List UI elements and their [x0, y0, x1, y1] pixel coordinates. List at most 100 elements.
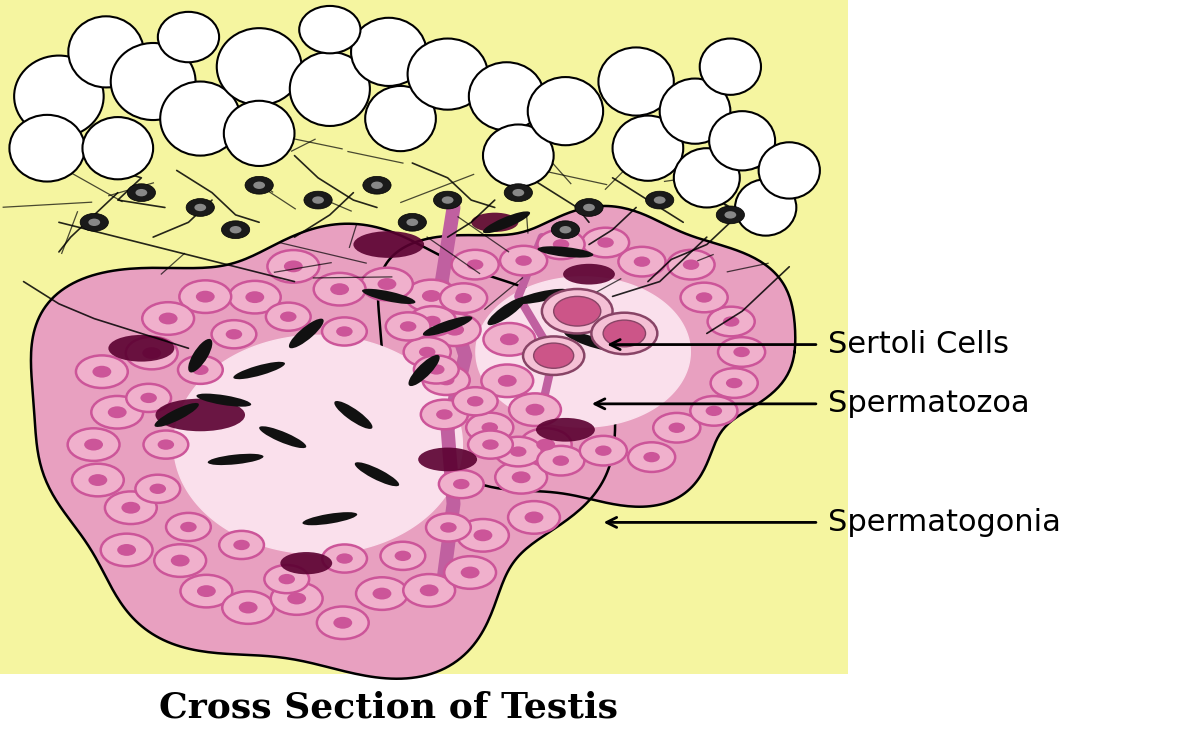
Circle shape [634, 256, 650, 267]
Ellipse shape [528, 77, 603, 145]
Circle shape [135, 189, 147, 196]
Circle shape [143, 302, 194, 335]
Circle shape [734, 347, 750, 357]
Circle shape [681, 282, 728, 312]
Circle shape [226, 329, 243, 339]
Ellipse shape [197, 393, 251, 407]
Circle shape [424, 316, 441, 326]
Circle shape [280, 311, 297, 322]
Ellipse shape [14, 56, 104, 137]
Polygon shape [378, 206, 795, 507]
Circle shape [466, 259, 483, 270]
Circle shape [267, 250, 319, 282]
Circle shape [403, 574, 455, 607]
Circle shape [336, 326, 352, 336]
Circle shape [192, 365, 209, 375]
Ellipse shape [68, 16, 144, 87]
Ellipse shape [564, 331, 614, 350]
Circle shape [580, 436, 627, 465]
Circle shape [239, 602, 258, 614]
Ellipse shape [488, 297, 525, 325]
Circle shape [442, 196, 454, 204]
Circle shape [406, 219, 418, 226]
Circle shape [523, 336, 584, 375]
Ellipse shape [563, 264, 615, 285]
Circle shape [284, 260, 303, 272]
Ellipse shape [9, 115, 85, 182]
Ellipse shape [365, 86, 436, 151]
Ellipse shape [158, 12, 219, 62]
Ellipse shape [217, 28, 302, 105]
Circle shape [312, 196, 324, 204]
Circle shape [266, 302, 311, 330]
Circle shape [253, 182, 265, 189]
Circle shape [560, 226, 571, 233]
Circle shape [271, 582, 323, 615]
Circle shape [499, 246, 547, 276]
Ellipse shape [280, 552, 332, 574]
Circle shape [194, 204, 206, 211]
Ellipse shape [351, 18, 426, 86]
Ellipse shape [353, 231, 424, 258]
Circle shape [230, 226, 241, 233]
Circle shape [233, 539, 250, 550]
Circle shape [429, 313, 481, 346]
Circle shape [180, 522, 197, 532]
Circle shape [428, 365, 444, 375]
Circle shape [542, 289, 613, 333]
Circle shape [140, 393, 157, 403]
Circle shape [706, 405, 722, 416]
Ellipse shape [207, 453, 264, 465]
Circle shape [372, 588, 391, 599]
Circle shape [683, 259, 700, 270]
Circle shape [144, 431, 188, 459]
Circle shape [444, 556, 496, 589]
Ellipse shape [598, 47, 674, 116]
Circle shape [498, 375, 517, 387]
Ellipse shape [82, 117, 153, 179]
Circle shape [88, 474, 107, 486]
Ellipse shape [259, 426, 306, 448]
Circle shape [363, 176, 391, 194]
Circle shape [441, 283, 488, 313]
Circle shape [421, 399, 468, 429]
Circle shape [457, 519, 509, 551]
Circle shape [708, 307, 755, 336]
Circle shape [456, 293, 472, 303]
Circle shape [668, 250, 715, 279]
Ellipse shape [303, 512, 357, 525]
Circle shape [313, 273, 365, 305]
Circle shape [245, 291, 264, 303]
Circle shape [171, 555, 190, 567]
Circle shape [287, 593, 306, 605]
Circle shape [723, 316, 740, 327]
Ellipse shape [362, 289, 416, 304]
Circle shape [696, 292, 713, 302]
Circle shape [537, 230, 584, 259]
Circle shape [591, 313, 657, 354]
Circle shape [72, 464, 124, 496]
Circle shape [419, 585, 438, 597]
Circle shape [466, 413, 514, 442]
Ellipse shape [613, 116, 683, 181]
Ellipse shape [709, 111, 775, 170]
Circle shape [405, 279, 457, 312]
Circle shape [454, 479, 470, 489]
Circle shape [461, 567, 479, 579]
Ellipse shape [537, 246, 594, 258]
Circle shape [726, 378, 742, 388]
Circle shape [197, 585, 216, 597]
Circle shape [519, 428, 571, 461]
Ellipse shape [188, 339, 212, 373]
Circle shape [451, 250, 498, 279]
Ellipse shape [469, 62, 544, 130]
Ellipse shape [111, 43, 196, 120]
Circle shape [438, 375, 455, 385]
Ellipse shape [660, 79, 730, 144]
Ellipse shape [409, 355, 439, 386]
Circle shape [278, 574, 294, 585]
Circle shape [337, 554, 353, 564]
Circle shape [554, 296, 601, 326]
Circle shape [436, 409, 452, 419]
Text: Spermatogonia: Spermatogonia [828, 508, 1061, 537]
